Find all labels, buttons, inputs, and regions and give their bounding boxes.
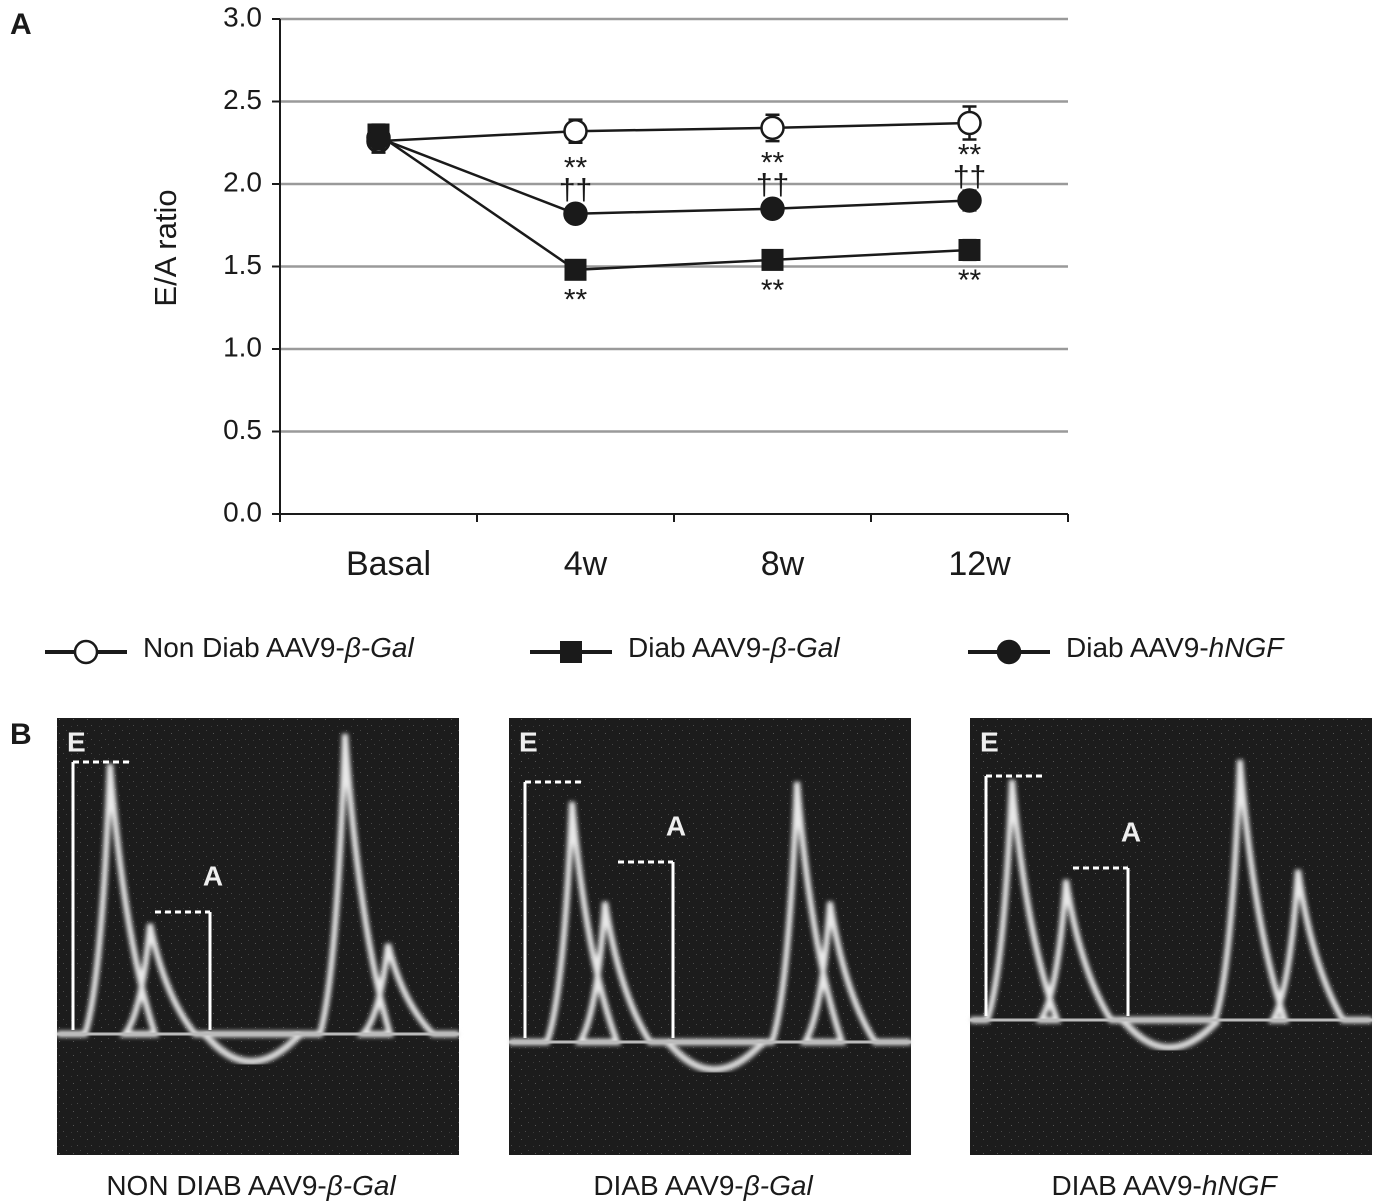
doppler-caption: NON DIAB AAV9-β-Gal xyxy=(106,1170,396,1201)
y-tick-label: 0.5 xyxy=(223,414,262,445)
marker xyxy=(957,188,982,213)
x-tick-label: 4w xyxy=(564,545,608,583)
series-line xyxy=(378,121,970,143)
x-tick-label: 8w xyxy=(761,545,805,583)
legend-item: Diab AAV9-hNGF xyxy=(968,632,1285,665)
doppler-panel: E A NON DIAB AAV9-β-Gal xyxy=(57,718,459,1201)
legend-label: Non Diab AAV9-β-Gal xyxy=(143,632,414,663)
doppler-label: E xyxy=(980,726,999,757)
series-line xyxy=(378,136,970,215)
marker xyxy=(957,110,982,136)
y-tick-label: 2.5 xyxy=(223,84,262,115)
marker xyxy=(760,196,785,221)
doppler-caption: DIAB AAV9-β-Gal xyxy=(593,1170,813,1201)
marker xyxy=(958,239,981,261)
marker xyxy=(761,248,784,271)
y-tick-label: 1.0 xyxy=(223,331,262,362)
doppler-label: A xyxy=(1121,816,1141,847)
doppler-wave-neg xyxy=(1120,1017,1221,1051)
y-tick-label: 1.5 xyxy=(223,249,262,280)
series-line xyxy=(377,133,970,272)
legend-item: Non Diab AAV9-β-Gal xyxy=(45,632,414,665)
doppler-panel: E A DIAB AAV9-β-Gal xyxy=(509,718,911,1201)
doppler-label: A xyxy=(203,860,223,891)
x-tick-label: Basal xyxy=(346,545,431,583)
legend-marker xyxy=(560,641,582,663)
annotation: ** xyxy=(761,147,785,180)
doppler-caption: DIAB AAV9-hNGF xyxy=(1051,1170,1278,1201)
legend-marker xyxy=(996,639,1022,665)
y-tick-label: 3.0 xyxy=(223,1,262,32)
doppler-image xyxy=(509,718,911,1155)
annotation: ** xyxy=(958,138,982,171)
doppler-label: E xyxy=(519,726,538,757)
legend-marker xyxy=(73,639,99,665)
x-tick-label: 12w xyxy=(948,545,1011,583)
marker xyxy=(366,125,391,151)
doppler-label: E xyxy=(67,726,86,757)
marker xyxy=(563,118,588,144)
annotation: †† xyxy=(559,174,592,207)
legend-item: Diab AAV9-β-Gal xyxy=(530,632,840,663)
legend-label: Diab AAV9-hNGF xyxy=(1066,632,1285,663)
annotation: †† xyxy=(756,169,789,202)
doppler-wave-neg xyxy=(665,1039,766,1073)
doppler-wave-neg xyxy=(202,1031,303,1065)
doppler-image xyxy=(970,718,1372,1155)
y-tick-label: 2.0 xyxy=(223,166,262,197)
annotation: ** xyxy=(564,284,588,317)
annotation: ** xyxy=(564,152,588,185)
y-tick-label: 0.0 xyxy=(223,496,262,527)
panel-label: B xyxy=(10,718,32,751)
panel-label: A xyxy=(10,8,32,41)
annotation: †† xyxy=(953,160,986,193)
annotation: ** xyxy=(958,264,982,297)
annotation: ** xyxy=(761,274,785,307)
doppler-label: A xyxy=(666,810,686,841)
y-axis-label: E/A ratio xyxy=(148,189,183,306)
marker xyxy=(564,258,587,281)
marker xyxy=(760,115,785,141)
legend-label: Diab AAV9-β-Gal xyxy=(628,632,840,663)
doppler-image xyxy=(57,718,459,1155)
marker xyxy=(563,201,588,226)
doppler-panel: E A DIAB AAV9-hNGF xyxy=(970,718,1372,1201)
